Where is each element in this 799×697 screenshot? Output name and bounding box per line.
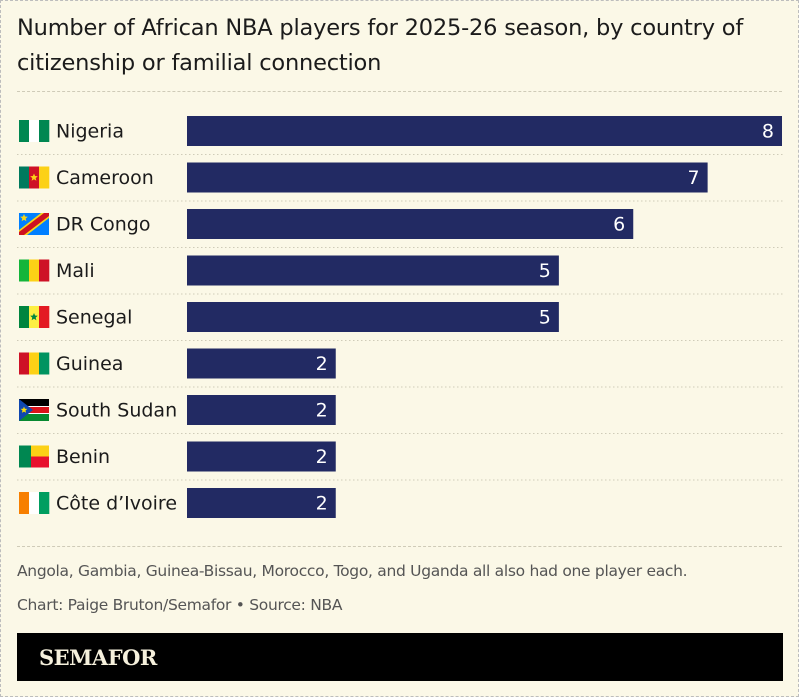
bar xyxy=(187,255,559,286)
bar xyxy=(187,395,336,425)
chart-title: Number of African NBA players for 2025-2… xyxy=(17,15,744,76)
guinea-flag-icon xyxy=(19,352,50,375)
data-label: 6 xyxy=(613,214,625,236)
category-label: Senegal xyxy=(56,307,132,329)
data-label: 5 xyxy=(539,260,551,282)
category-label: Cameroon xyxy=(56,167,154,189)
bar xyxy=(187,441,336,472)
flag-star xyxy=(20,406,28,413)
footnote: Angola, Gambia, Guinea-Bissau, Morocco, … xyxy=(17,562,688,580)
divider xyxy=(17,546,782,547)
mali-flag-icon xyxy=(19,259,50,282)
dr-congo-flag-icon xyxy=(19,213,49,235)
category-label: Côte d’Ivoire xyxy=(56,493,177,515)
cote-divoire-flag-icon xyxy=(19,492,50,514)
data-label: 7 xyxy=(688,167,700,189)
bar xyxy=(187,302,559,332)
south-sudan-flag-icon xyxy=(19,399,49,421)
data-label: 8 xyxy=(762,121,774,143)
bar xyxy=(187,488,336,518)
semafor-logo: SEMAFOR xyxy=(39,645,157,670)
data-label: 2 xyxy=(316,446,328,468)
bar xyxy=(187,116,782,146)
category-label: South Sudan xyxy=(56,400,177,422)
benin-flag-icon xyxy=(19,445,49,468)
category-label: DR Congo xyxy=(56,214,151,236)
senegal-flag-icon xyxy=(19,306,50,328)
bar xyxy=(187,348,336,379)
category-label: Benin xyxy=(56,446,110,468)
bar xyxy=(187,209,634,239)
nigeria-flag-icon xyxy=(19,120,50,142)
data-label: 5 xyxy=(539,307,551,329)
flag-star xyxy=(20,214,28,222)
divider xyxy=(17,91,782,92)
category-label: Nigeria xyxy=(56,121,124,143)
category-label: Mali xyxy=(56,260,95,282)
bar xyxy=(187,162,708,193)
category-label: Guinea xyxy=(56,353,123,375)
cameroon-flag-icon xyxy=(19,166,50,189)
flag-star xyxy=(30,313,38,321)
data-label: 2 xyxy=(316,493,328,515)
data-label: 2 xyxy=(316,353,328,375)
credit: Chart: Paige Bruton/Semafor • Source: NB… xyxy=(17,596,343,614)
data-label: 2 xyxy=(316,400,328,422)
flag-star xyxy=(30,173,38,181)
brand-bar: SEMAFOR xyxy=(17,633,783,681)
